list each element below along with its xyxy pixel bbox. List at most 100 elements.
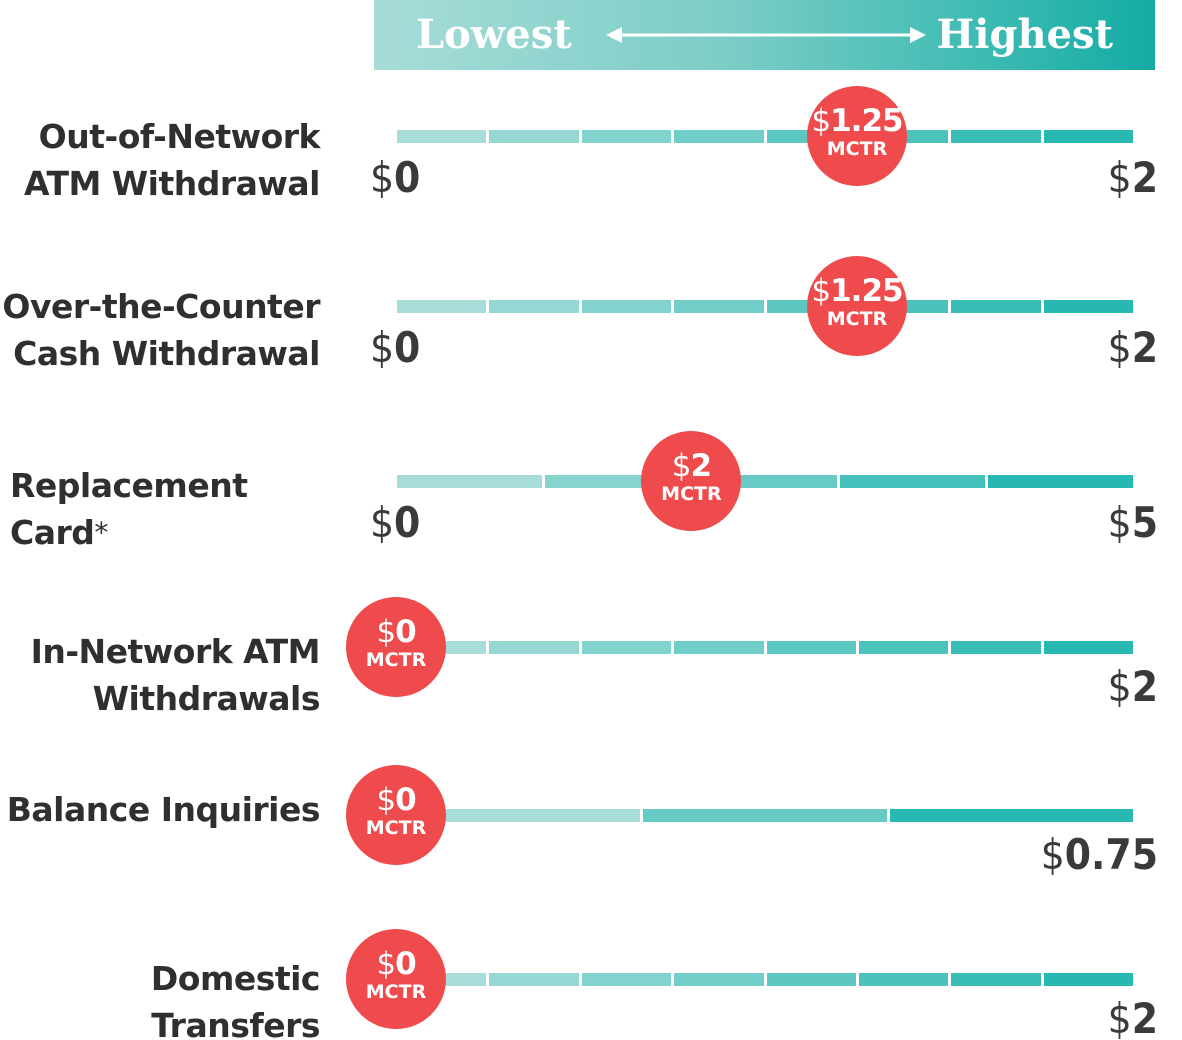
range-segment [988,475,1133,488]
amount-text: 1.25 [830,273,903,309]
range-max-label: $2 [1108,156,1158,200]
range-segment [489,130,579,143]
currency-symbol: $ [671,448,692,484]
amount-text: 0 [395,614,417,650]
range-segment [674,641,764,654]
mctr-value: $0 [346,947,446,981]
mctr-marker: $2 MCTR [641,431,742,531]
legend-lowest-label: Lowest [416,11,572,58]
range-segment [840,475,986,488]
currency-symbol: $ [370,498,395,547]
currency-symbol: $ [376,614,396,650]
amount-text: 2 [1131,323,1158,372]
mctr-tag: MCTR [365,817,427,839]
range-segment [766,641,856,654]
currency-symbol: $ [1107,994,1132,1040]
range-track [397,300,1133,313]
range-segment [674,130,764,143]
range-min-label: $0 [370,501,420,545]
range-segment [951,130,1041,143]
range-segment [581,130,672,143]
fee-row-label-line: Balance Inquiries [6,790,321,829]
range-segment [1043,300,1133,313]
amount-text: 0 [394,498,421,547]
fee-row-label: Over-the-Counter Cash Withdrawal [0,283,320,377]
currency-symbol: $ [811,273,831,309]
amount-text: 0.75 [1064,830,1158,879]
fee-row-label-line: Withdrawals [92,679,321,718]
range-track [397,130,1133,143]
range-segment [397,475,542,488]
legend-highest-label: Highest [936,11,1113,58]
fee-row-label-text: Out-of-Network ATM Withdrawal [0,113,321,207]
amount-text: 0 [394,153,421,202]
mctr-marker: $0 MCTR [346,765,446,865]
amount-text: 0 [395,782,417,818]
fee-row-label-text: Over-the-Counter Cash Withdrawal [0,283,320,377]
mctr-tag: MCTR [826,138,888,160]
currency-symbol: $ [1107,498,1132,547]
currency-symbol: $ [370,153,395,202]
mctr-value: $1.25 [807,104,907,138]
fee-row-label-text: Domestic Transfers [0,955,321,1040]
currency-symbol: $ [376,946,396,982]
range-segment [858,641,949,654]
range-segment [397,809,641,822]
range-segment [1043,973,1133,986]
range-segment [581,300,672,313]
fee-row-label-line: Cash Withdrawal [13,334,320,373]
amount-text: 0 [394,323,421,372]
mctr-value: $1.25 [807,274,907,308]
fee-row-label-line: Domestic Transfers [150,959,321,1040]
mctr-tag: MCTR [826,308,888,330]
mctr-value: $0 [346,783,446,817]
fee-row-label-text: Balance Inquiries [0,786,321,833]
amount-text: 2 [1131,153,1158,202]
currency-symbol: $ [1040,830,1065,879]
currency-symbol: $ [376,782,396,818]
range-segment [397,300,487,313]
mctr-tag: MCTR [661,483,722,505]
range-segment [889,809,1133,822]
fee-row-label: In-Network ATM Withdrawals [0,628,321,722]
double-arrow-icon [606,27,926,43]
range-max-label: $0.75 [1041,833,1158,877]
mctr-tag: MCTR [365,649,427,671]
fee-row-label-line: Out-of-Network [38,117,321,156]
fee-row-label-line: Replacement Card* [10,466,248,552]
mctr-marker: $0 MCTR [346,597,446,697]
mctr-marker: $1.25 MCTR [807,86,907,186]
legend-bar: Lowest Highest [374,0,1155,70]
range-segment [643,809,887,822]
range-segment [397,130,487,143]
range-segment [858,973,949,986]
range-min-label: $0 [370,156,420,200]
range-track [397,809,1133,822]
mctr-value: $0 [346,615,446,649]
mctr-marker: $1.25 MCTR [807,256,907,356]
range-segment [581,973,672,986]
fee-row-label: Balance Inquiries [0,786,321,833]
amount-text: 2 [1131,994,1158,1040]
range-min-label: $0 [370,326,420,370]
range-segment [489,300,579,313]
range-segment [951,641,1041,654]
range-max-label: $2 [1108,665,1158,709]
range-max-label: $2 [1108,326,1158,370]
currency-symbol: $ [811,103,831,139]
range-segment [581,641,672,654]
currency-symbol: $ [1107,153,1132,202]
amount-text: 2 [1131,662,1158,711]
fee-row-label-text: In-Network ATM Withdrawals [0,628,321,722]
range-segment [1043,130,1133,143]
range-segment [674,973,764,986]
amount-text: 0 [395,946,417,982]
fee-row-label: Domestic Transfers [0,955,321,1040]
amount-text: 1.25 [830,103,903,139]
fee-row-label-line: Over-the-Counter [2,287,320,326]
footnote-asterisk: * [94,516,108,549]
range-track [397,973,1133,986]
mctr-tag: MCTR [365,981,427,1003]
amount-text: 2 [690,448,712,484]
